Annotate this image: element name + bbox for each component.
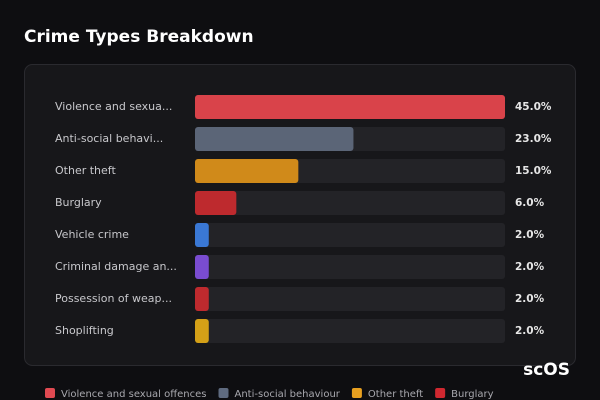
bar (195, 95, 505, 119)
category-label: Possession of weap... (55, 292, 172, 305)
value-label: 45.0% (515, 101, 552, 113)
bar (195, 127, 354, 151)
chart-title: Crime Types Breakdown (24, 27, 254, 47)
value-label: 2.0% (515, 229, 545, 241)
legend-label: Violence and sexual offences (61, 389, 207, 400)
value-label: 15.0% (515, 165, 552, 177)
bar (195, 223, 209, 247)
bar (195, 159, 299, 183)
value-label: 2.0% (515, 325, 545, 337)
bar (195, 287, 209, 311)
bar (195, 319, 209, 343)
legend-label: Burglary (451, 389, 493, 400)
category-label: Anti-social behavi... (55, 132, 163, 145)
bar-track (195, 319, 505, 343)
bar (195, 255, 209, 279)
category-label: Violence and sexua... (55, 100, 172, 113)
category-label: Burglary (55, 196, 102, 209)
value-label: 2.0% (515, 293, 545, 305)
category-label: Criminal damage an... (55, 260, 177, 273)
legend-label: Anti-social behaviour (235, 389, 341, 400)
legend-swatch (435, 388, 446, 398)
category-label: Shoplifting (55, 324, 114, 337)
value-label: 6.0% (515, 197, 545, 209)
category-label: Other theft (55, 164, 116, 177)
watermark: scOS (523, 360, 570, 380)
legend-swatch (45, 388, 55, 398)
value-label: 2.0% (515, 261, 545, 273)
category-label: Vehicle crime (55, 228, 129, 241)
bar-track (195, 255, 505, 279)
bar-track (195, 191, 505, 215)
legend-swatch (218, 388, 229, 398)
value-label: 23.0% (515, 133, 552, 145)
legend-swatch (351, 388, 362, 398)
legend-label: Other theft (368, 389, 423, 400)
bar-track (195, 287, 505, 311)
bar (195, 191, 237, 215)
bar-track (195, 223, 505, 247)
